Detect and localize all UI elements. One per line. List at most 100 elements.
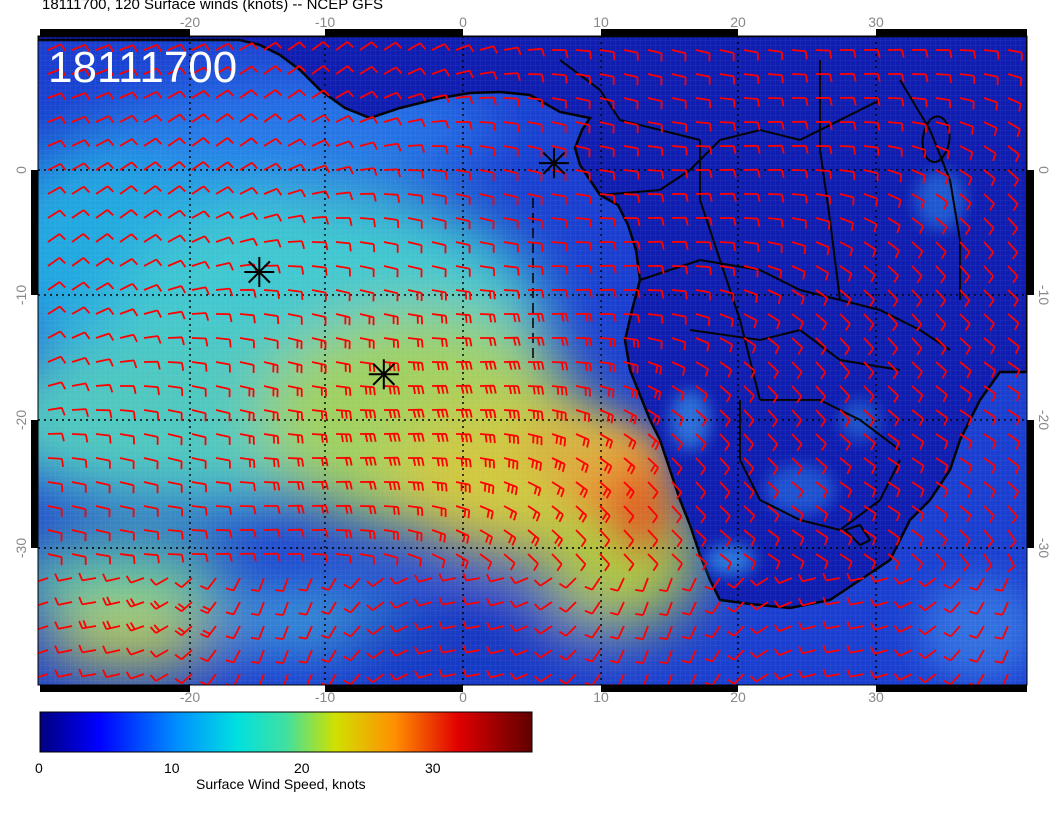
wind-barb [503,336,521,346]
wind-barb [383,217,400,229]
wind-barb [610,577,625,592]
wind-barb [275,649,289,664]
wind-barb [335,289,351,302]
wind-barb [263,552,281,562]
wind-barb [527,121,543,133]
wind-barb [1007,289,1019,307]
wind-barb [38,577,49,583]
wind-barb [119,161,139,171]
wind-barb [287,361,303,374]
wind-barb [167,361,185,371]
wind-barb [527,217,543,229]
wind-barb [479,217,495,230]
wind-barb [599,73,615,85]
wind-barb [935,337,947,356]
wind-barb [911,73,929,83]
wind-barb [743,217,761,227]
wind-barb [191,505,208,516]
wind-barb [383,193,400,203]
wind-barb [558,601,577,613]
wind-barb [815,145,833,155]
wind-barb [681,601,697,616]
wind-barb [509,600,529,609]
wind-barb [887,409,900,427]
wind-barb [462,668,481,678]
wind-barb [149,673,169,682]
wind-barb [870,646,889,655]
wind-barb [647,145,664,156]
wind-barb [335,165,354,175]
wind-barb [575,312,593,322]
wind-barb [623,97,639,110]
wind-barb [480,337,497,346]
wind-barb [95,185,114,195]
wind-barb [503,553,516,571]
wind-barb [959,409,973,426]
wind-barb [200,649,217,663]
wind-barb [575,457,589,473]
wind-barb [239,113,258,123]
wind-barb [815,433,827,451]
wind-barb [695,337,710,352]
wind-barb [1007,241,1019,260]
wind-barb [551,265,569,275]
wind-barb [863,337,875,356]
wind-barb [143,385,160,396]
wind-barb [791,169,809,179]
wind-barbs [38,41,1023,685]
wind-barb [95,332,115,341]
wind-barb [47,529,63,542]
wind-barb [298,577,313,592]
wind-barb [959,49,977,59]
wind-barb [119,138,139,147]
wind-barb [647,121,663,133]
wind-barb [384,409,401,419]
wind-barb [336,217,353,227]
lat-left-label: -20 [13,410,29,430]
wind-barb [407,361,424,371]
wind-barb [743,457,755,476]
wind-barb [943,577,961,590]
wind-barb [599,97,615,110]
wind-barb [749,601,769,611]
wind-barb [407,193,424,204]
wind-barb [623,505,635,524]
wind-barb [431,169,448,180]
wind-barb [479,193,495,206]
wind-barb [95,44,115,53]
wind-barb [610,601,625,616]
wind-barb [215,113,234,123]
wind-barb [383,481,401,491]
wind-barb [167,457,183,470]
wind-barb [743,168,761,178]
wind-barb [71,553,87,565]
wind-barb [918,577,937,588]
wind-barb [71,481,87,493]
wind-barb [610,625,625,640]
wind-barb [407,144,426,153]
wind-barb [54,573,73,582]
wind-barb [78,596,97,606]
wind-barb [455,457,472,468]
wind-barb [893,673,913,681]
wind-barb [263,433,280,445]
wind-barb [431,43,451,51]
wind-barb [431,361,449,371]
wind-barb [287,457,305,467]
wind-barb [839,121,857,131]
wind-barb [71,115,91,124]
wind-barb [575,97,591,110]
wind-barb [671,121,688,133]
wind-barb [438,572,457,582]
wind-barb [623,264,641,274]
wind-barb [143,44,163,53]
wind-barb [647,481,659,500]
wind-barb [191,260,211,270]
lon-top-label: 0 [459,14,467,30]
wind-barb [839,529,853,546]
wind-barb [935,217,948,235]
wind-barb [527,145,543,158]
wind-barb [311,164,331,173]
wind-barb [143,114,163,123]
wind-barb [174,673,193,685]
